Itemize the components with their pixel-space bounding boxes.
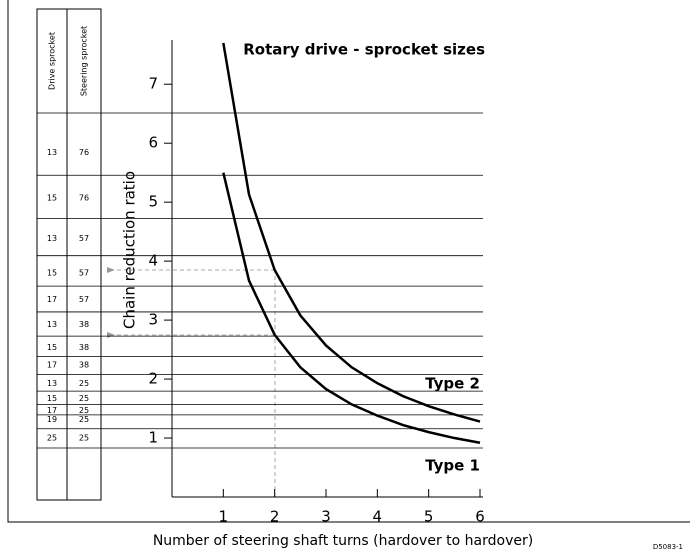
table-cell: 25	[79, 394, 89, 403]
chart-title: Rotary drive - sprocket sizes	[243, 41, 485, 59]
table-cell: 25	[79, 434, 89, 443]
table-cell: 13	[47, 320, 57, 329]
x-tick-label: 2	[270, 508, 280, 526]
x-tick-label: 1	[219, 508, 229, 526]
series-label: Type 1	[425, 457, 480, 475]
table-box	[36, 8, 102, 501]
curve	[222, 172, 481, 444]
y-tick-label: 6	[148, 134, 158, 152]
curve	[222, 42, 481, 423]
frame	[7, 0, 690, 523]
x-tick-label: 6	[475, 508, 485, 526]
table-header: Steering sprocket	[80, 26, 89, 96]
table-cell: 38	[79, 320, 89, 329]
table-cell: 57	[79, 234, 89, 243]
x-tick-label: 3	[321, 508, 331, 526]
table-cell: 13	[47, 148, 57, 157]
table-cell: 17	[47, 406, 57, 415]
table-cell: 57	[79, 268, 89, 277]
y-tick-label: 4	[148, 252, 158, 270]
table-cell: 15	[47, 394, 57, 403]
y-tick-label: 1	[148, 429, 158, 447]
table-cell: 17	[47, 295, 57, 304]
y-tick-label: 5	[148, 193, 158, 211]
y-axis-label: Chain reduction ratio	[121, 171, 139, 329]
series-label: Type 2	[425, 375, 480, 393]
x-tick-label: 5	[424, 508, 434, 526]
table-cell: 76	[79, 148, 89, 157]
table-cell: 25	[47, 434, 57, 443]
table-header: Drive sprocket	[48, 32, 57, 90]
table-cell: 38	[79, 361, 89, 370]
table-cell: 13	[47, 234, 57, 243]
table-cell: 15	[47, 194, 57, 203]
table-cell: 25	[79, 406, 89, 415]
table-cell: 76	[79, 194, 89, 203]
figure-id: D5083-1	[653, 543, 683, 551]
table-cell: 38	[79, 343, 89, 352]
table-cell: 57	[79, 295, 89, 304]
table-cell: 13	[47, 379, 57, 388]
y-tick-label: 7	[148, 75, 158, 93]
y-tick-label: 2	[148, 370, 158, 388]
table-cell: 15	[47, 343, 57, 352]
table-cell: 25	[79, 415, 89, 424]
example-guides	[107, 267, 276, 497]
table-cell: 25	[79, 379, 89, 388]
table-cell: 19	[47, 415, 57, 424]
table-cell: 17	[47, 361, 57, 370]
y-tick-label: 3	[148, 311, 158, 329]
x-tick-label: 4	[373, 508, 383, 526]
x-axis-label: Number of steering shaft turns (hardover…	[153, 533, 533, 549]
table-cell: 15	[47, 268, 57, 277]
